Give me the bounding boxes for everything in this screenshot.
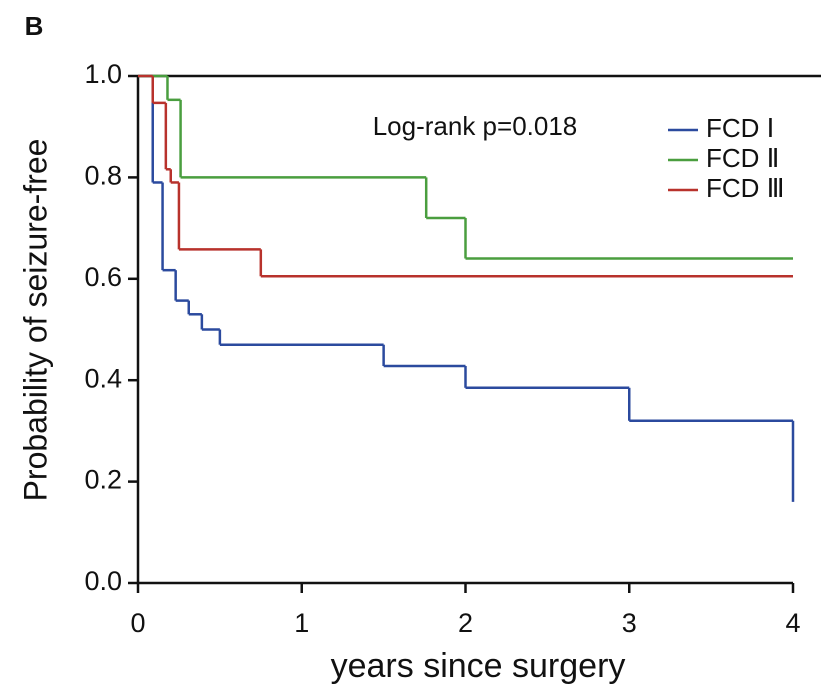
y-tick-label: 0.2: [84, 465, 122, 495]
x-tick-label: 0: [130, 608, 145, 638]
x-tick-label: 2: [458, 608, 473, 638]
panel-label-box: [0, 0, 72, 70]
y-tick-label: 0.6: [84, 262, 122, 292]
y-tick-label: 0.4: [84, 363, 122, 393]
x-tick-label: 3: [622, 608, 637, 638]
x-tick-label: 4: [785, 608, 800, 638]
x-axis-label: years since surgery: [331, 647, 626, 685]
x-tick-label: 1: [294, 608, 309, 638]
y-tick-label: 1.0: [84, 59, 122, 89]
annotation: Log-rank p=0.018: [373, 111, 578, 141]
y-axis-label: Probability of seizure-free: [17, 139, 53, 502]
legend-label: FCD Ⅲ: [706, 173, 785, 203]
y-tick-label: 0.0: [84, 566, 122, 596]
legend-label: FCD Ⅱ: [706, 143, 779, 173]
panel-label: B: [25, 11, 44, 41]
y-tick-label: 0.8: [84, 161, 122, 191]
legend-label: FCD Ⅰ: [706, 113, 774, 143]
